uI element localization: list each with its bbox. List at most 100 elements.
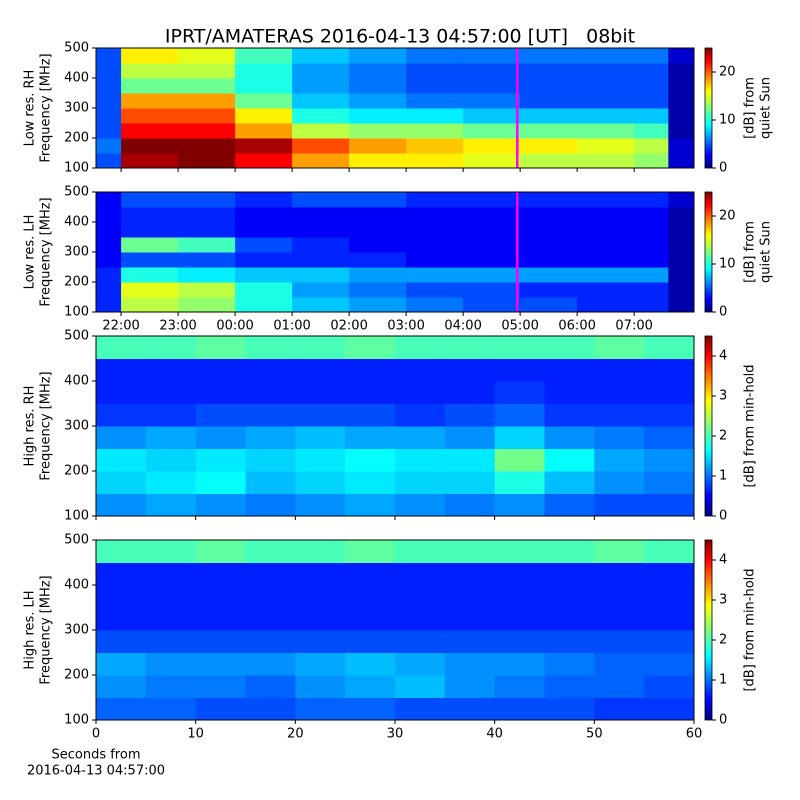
heatmap-cell <box>96 493 147 517</box>
heatmap-cell <box>406 192 464 208</box>
heatmap-cell <box>195 630 246 653</box>
heatmap-cell <box>349 192 407 208</box>
heatmap-cell <box>668 123 695 139</box>
heatmap-cell <box>544 652 595 676</box>
heatmap-cell <box>178 192 236 208</box>
heatmap-cell <box>295 493 346 517</box>
y-axis-label: Frequency [MHz] <box>39 575 54 684</box>
heatmap-cell <box>577 63 635 79</box>
heatmap-cell <box>544 697 595 721</box>
heatmap-cell <box>178 237 236 253</box>
colorbar-label: quiet Sun <box>759 221 774 283</box>
heatmap-cell <box>345 471 396 494</box>
heatmap-cell <box>644 630 695 653</box>
heatmap-cell <box>96 282 122 298</box>
heatmap-cell <box>594 585 645 608</box>
heatmap-cell <box>634 207 669 223</box>
heatmap-cell <box>520 267 578 283</box>
heatmap-cell <box>594 562 645 586</box>
x-axis-label: Seconds from <box>51 748 140 763</box>
heatmap-cell <box>178 267 236 283</box>
y-tick-label: 200 <box>64 464 89 479</box>
heatmap-cell <box>295 540 346 563</box>
heatmap-cell <box>634 138 669 154</box>
heatmap-cell <box>235 153 293 169</box>
heatmap-cell <box>121 297 179 313</box>
colorbar-tick-label: 2 <box>719 633 727 648</box>
y-tick-label: 400 <box>64 215 89 230</box>
heatmap-cell <box>463 267 521 283</box>
colorbar-tick-label: 0 <box>719 305 727 320</box>
heatmap-cell <box>96 448 147 472</box>
heatmap-cell <box>594 336 645 359</box>
heatmap-cell <box>644 426 695 449</box>
heatmap-cell <box>494 336 545 359</box>
heatmap-cell <box>245 607 296 631</box>
heatmap-cell <box>345 652 396 676</box>
heatmap-cell <box>96 207 122 223</box>
heatmap-cell <box>463 237 521 253</box>
heatmap-cell <box>145 562 197 586</box>
heatmap-cell <box>96 237 122 253</box>
heatmap-cell <box>644 403 695 427</box>
heatmap-cell <box>644 607 695 631</box>
heatmap-cell <box>668 237 695 253</box>
x-tick-label: 06:00 <box>558 319 595 334</box>
heatmap-cell <box>494 426 545 449</box>
heatmap-cell <box>96 562 147 586</box>
colorbar-tick-label: 4 <box>719 349 727 364</box>
heatmap-cell <box>463 153 521 169</box>
heatmap-cell <box>444 493 496 517</box>
heatmap-cell <box>644 652 695 676</box>
heatmap-cell <box>245 562 296 586</box>
heatmap-cell <box>345 607 396 631</box>
heatmap-cell <box>345 493 396 517</box>
heatmap-cell <box>444 562 496 586</box>
colorbar-tick-label: 0 <box>719 713 727 728</box>
heatmap-cell <box>121 93 179 109</box>
heatmap-cell <box>96 192 122 208</box>
colorbar-label: quiet Sun <box>759 77 774 139</box>
heatmap-cell <box>444 675 496 698</box>
heatmap-cell <box>544 607 595 631</box>
heatmap-cell <box>195 675 246 698</box>
heatmap-cell <box>494 652 545 676</box>
heatmap-cell <box>96 78 122 94</box>
heatmap-cell <box>577 297 635 313</box>
heatmap-cell <box>494 585 545 608</box>
colorbar-tick-label: 4 <box>719 553 727 568</box>
heatmap-cell <box>178 207 236 223</box>
heatmap-cell <box>634 252 669 268</box>
heatmap-cell <box>245 336 296 359</box>
heatmap-cell <box>577 267 635 283</box>
heatmap-cell <box>121 192 179 208</box>
heatmap-cell <box>195 381 246 404</box>
heatmap-cell <box>345 540 396 563</box>
heatmap-cell <box>644 585 695 608</box>
heatmap-cell <box>235 267 293 283</box>
heatmap-cell <box>577 237 635 253</box>
heatmap-cell <box>235 48 293 64</box>
heatmap-cell <box>178 282 236 298</box>
heatmap-cell <box>349 93 407 109</box>
heatmap-cell <box>245 448 296 472</box>
heatmap-cell <box>195 585 246 608</box>
colorbar-tick-label: 1 <box>719 469 727 484</box>
heatmap-cell <box>594 697 645 721</box>
heatmap-cell <box>195 607 246 631</box>
heatmap-cell <box>444 585 496 608</box>
heatmap-cell <box>96 93 122 109</box>
heatmap-cell <box>121 282 179 298</box>
heatmap-cell <box>668 153 695 169</box>
heatmap-cell <box>668 252 695 268</box>
heatmap-cell <box>295 426 346 449</box>
heatmap-cell <box>494 493 545 517</box>
heatmap-cell <box>444 471 496 494</box>
colorbar <box>704 539 713 721</box>
heatmap-cell <box>634 297 669 313</box>
heatmap-cell <box>349 267 407 283</box>
heatmap-cell <box>395 675 446 698</box>
heatmap-cell <box>494 697 545 721</box>
heatmap-cell <box>668 93 695 109</box>
heatmap-cell <box>634 78 669 94</box>
